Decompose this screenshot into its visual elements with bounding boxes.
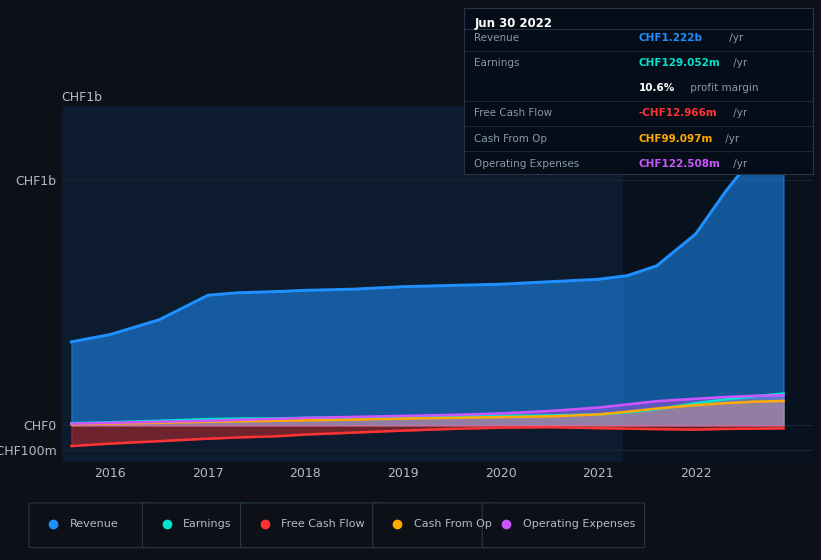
Text: CHF1b: CHF1b xyxy=(62,91,103,104)
FancyBboxPatch shape xyxy=(142,503,250,548)
FancyBboxPatch shape xyxy=(241,503,382,548)
Text: Revenue: Revenue xyxy=(475,33,520,43)
Text: Revenue: Revenue xyxy=(70,519,118,529)
Text: Cash From Op: Cash From Op xyxy=(414,519,492,529)
Text: Free Cash Flow: Free Cash Flow xyxy=(282,519,365,529)
Text: Cash From Op: Cash From Op xyxy=(475,134,548,143)
Text: Earnings: Earnings xyxy=(183,519,232,529)
Text: Earnings: Earnings xyxy=(475,58,520,68)
Text: Operating Expenses: Operating Expenses xyxy=(475,158,580,169)
FancyBboxPatch shape xyxy=(29,503,150,548)
Text: CHF99.097m: CHF99.097m xyxy=(639,134,713,143)
Bar xyxy=(622,106,813,462)
Text: /yr: /yr xyxy=(731,109,748,119)
FancyBboxPatch shape xyxy=(373,503,492,548)
Text: /yr: /yr xyxy=(731,158,748,169)
Text: 10.6%: 10.6% xyxy=(639,83,675,94)
Text: CHF129.052m: CHF129.052m xyxy=(639,58,720,68)
Text: CHF122.508m: CHF122.508m xyxy=(639,158,720,169)
Text: Operating Expenses: Operating Expenses xyxy=(523,519,635,529)
Text: /yr: /yr xyxy=(731,58,748,68)
Text: /yr: /yr xyxy=(727,33,744,43)
Text: CHF1.222b: CHF1.222b xyxy=(639,33,702,43)
Text: Jun 30 2022: Jun 30 2022 xyxy=(475,17,553,30)
Text: /yr: /yr xyxy=(722,134,740,143)
Text: Free Cash Flow: Free Cash Flow xyxy=(475,109,553,119)
Text: profit margin: profit margin xyxy=(687,83,759,94)
Text: -CHF12.966m: -CHF12.966m xyxy=(639,109,717,119)
FancyBboxPatch shape xyxy=(482,503,644,548)
